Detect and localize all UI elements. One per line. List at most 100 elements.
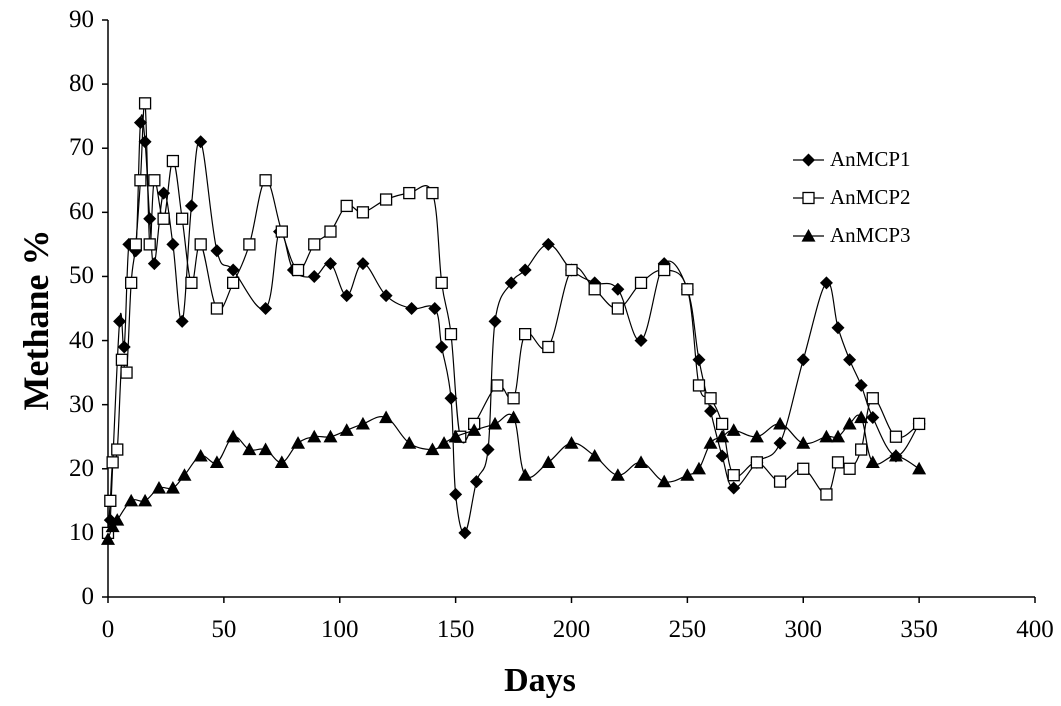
x-tick-label: 0 <box>101 616 115 643</box>
point-marker <box>866 410 880 424</box>
point-marker <box>405 302 419 315</box>
point-marker <box>820 488 833 501</box>
point-marker <box>101 532 115 545</box>
point-marker <box>831 321 845 335</box>
legend-entry <box>793 153 824 167</box>
point-marker <box>587 448 602 462</box>
point-marker <box>175 314 189 328</box>
point-marker <box>854 378 868 392</box>
point-marker <box>437 436 452 449</box>
point-marker <box>324 225 337 238</box>
point-marker <box>166 154 180 168</box>
point-marker <box>138 97 152 110</box>
point-marker <box>176 212 189 225</box>
point-marker <box>488 416 503 430</box>
point-marker <box>259 174 272 187</box>
point-marker <box>469 475 483 489</box>
point-marker <box>379 289 393 303</box>
point-marker <box>157 212 170 225</box>
point-marker <box>802 153 815 167</box>
point-marker <box>831 456 845 469</box>
point-marker <box>134 174 147 187</box>
point-marker <box>843 462 856 475</box>
point-marker <box>507 392 520 405</box>
point-marker <box>110 513 125 526</box>
point-marker <box>658 263 671 277</box>
point-marker <box>750 456 764 469</box>
point-marker <box>129 238 142 251</box>
y-tick-label: 20 <box>69 454 94 482</box>
point-marker <box>147 257 161 271</box>
series-AnMCP2 <box>101 97 926 540</box>
point-marker <box>339 423 354 436</box>
point-marker <box>796 436 811 449</box>
x-tick-label: 400 <box>1016 616 1054 643</box>
point-marker <box>275 225 288 238</box>
point-marker <box>379 193 393 206</box>
point-marker <box>634 455 649 468</box>
point-marker <box>749 429 764 443</box>
point-marker <box>467 423 482 436</box>
point-marker <box>611 302 624 315</box>
point-marker <box>865 455 880 468</box>
point-marker <box>323 257 337 271</box>
point-marker <box>773 475 787 488</box>
point-marker <box>340 289 354 303</box>
point-marker <box>564 436 579 449</box>
x-tick-label: 250 <box>668 616 707 643</box>
point-marker <box>165 481 180 494</box>
point-marker <box>106 456 119 469</box>
point-marker <box>355 416 370 430</box>
series-line <box>107 413 920 540</box>
point-marker <box>356 257 370 271</box>
point-marker <box>703 436 718 449</box>
point-marker <box>542 340 555 354</box>
point-marker <box>104 494 117 507</box>
point-marker <box>458 526 472 540</box>
x-axis-title: Days <box>504 662 576 699</box>
point-marker <box>428 302 442 315</box>
point-marker <box>855 443 868 456</box>
point-marker <box>226 263 240 277</box>
point-marker <box>448 429 463 443</box>
y-tick-label: 70 <box>69 134 94 162</box>
point-marker <box>209 455 224 468</box>
point-marker <box>177 468 192 481</box>
point-marker <box>379 410 394 424</box>
point-marker <box>426 186 439 200</box>
series-AnMCP1 <box>103 114 926 540</box>
point-marker <box>210 302 224 315</box>
point-marker <box>120 366 133 379</box>
point-marker <box>634 334 648 348</box>
x-tick-label: 300 <box>784 616 823 643</box>
point-marker <box>843 353 857 367</box>
point-marker <box>226 429 241 443</box>
point-marker <box>449 487 463 501</box>
point-marker <box>680 468 695 481</box>
y-tick-label: 90 <box>69 6 94 33</box>
point-marker <box>226 276 240 290</box>
point-marker <box>519 327 532 341</box>
point-marker <box>151 481 166 494</box>
point-marker <box>133 116 147 130</box>
point-marker <box>138 493 153 507</box>
point-marker <box>831 429 846 443</box>
point-marker <box>704 392 717 405</box>
point-marker <box>148 174 161 187</box>
point-marker <box>518 468 533 481</box>
point-marker <box>402 436 417 449</box>
point-marker <box>518 263 532 277</box>
point-marker <box>797 462 810 475</box>
point-marker <box>802 191 815 205</box>
y-tick-label: 80 <box>69 70 94 98</box>
point-marker <box>125 276 138 290</box>
y-tick-label: 10 <box>69 518 94 546</box>
point-marker <box>504 276 518 290</box>
point-marker <box>193 448 208 462</box>
point-marker <box>889 430 903 443</box>
point-marker <box>541 455 556 468</box>
point-marker <box>444 327 458 341</box>
point-marker <box>691 461 706 475</box>
point-marker <box>819 429 834 443</box>
